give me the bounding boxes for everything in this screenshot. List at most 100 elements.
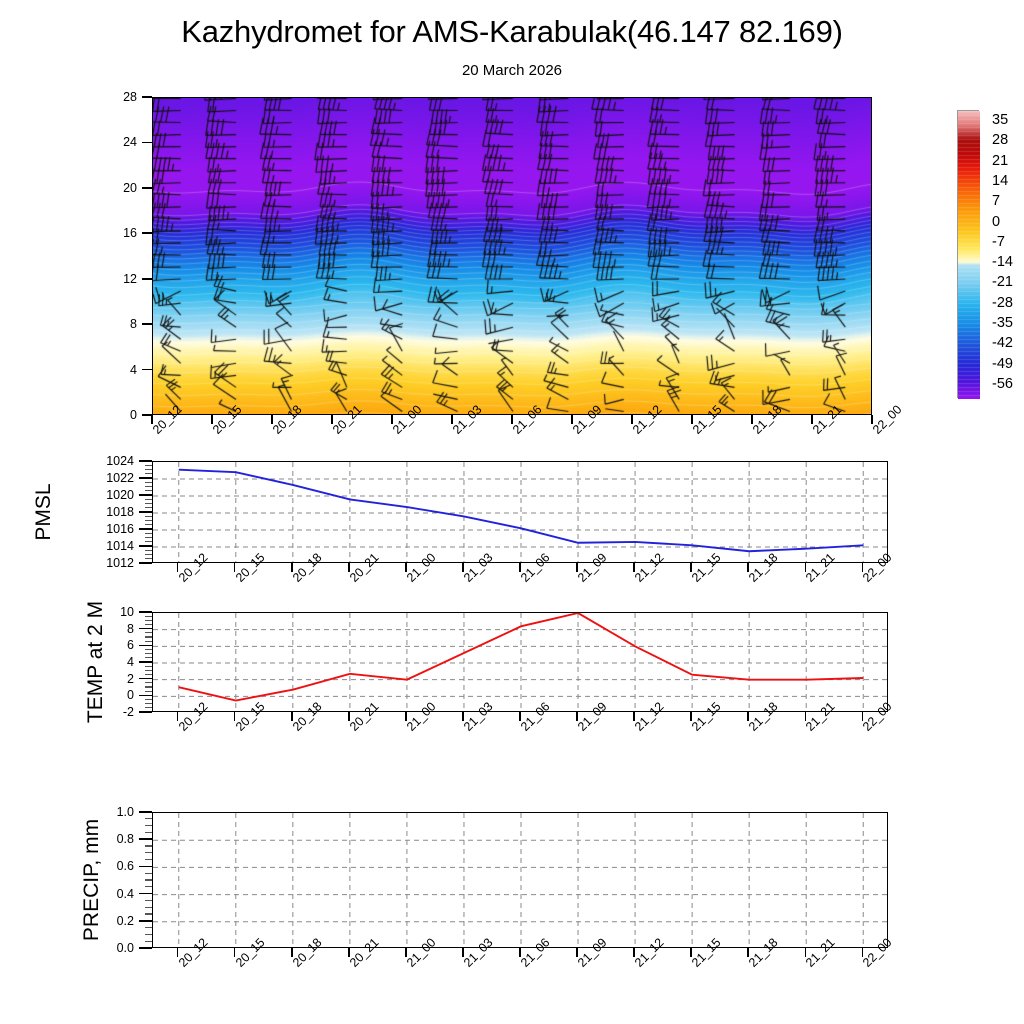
precip-panel — [152, 812, 888, 948]
temp-yminor — [144, 682, 152, 684]
temp-ytick-4 — [139, 661, 152, 663]
colorbar-label-35: 35 — [992, 112, 1009, 128]
temp-ylabel-10: 10 — [120, 605, 134, 619]
temp-gridlines — [153, 613, 887, 711]
pmsl-ylabel-1012: 1012 — [106, 556, 134, 570]
xs-ylabel-20: 20 — [123, 180, 137, 195]
xs-xtick-20_18 — [271, 415, 273, 424]
xs-xtick-20_21 — [331, 415, 333, 424]
temp-axis-title: TEMP at 2 M — [84, 600, 107, 724]
xs-ytick-4 — [142, 368, 152, 371]
temp-yminor — [144, 632, 152, 634]
precip-yminor — [144, 940, 152, 942]
precip-yminor — [144, 845, 152, 847]
pmsl-yminor — [144, 524, 152, 526]
pmsl-panel — [152, 461, 888, 563]
temp-xtick-21_21 — [804, 712, 806, 721]
precip-ylabel-0.4: 0.4 — [116, 886, 134, 901]
pmsl-xtick-20_21 — [348, 563, 350, 572]
precip-xtick-21_18 — [747, 948, 749, 957]
temp-xtick-21_15 — [690, 712, 692, 721]
precip-yminor — [144, 859, 152, 861]
pmsl-svg — [153, 462, 887, 562]
precip-svg — [153, 813, 887, 947]
xs-xtick-21_18 — [751, 415, 753, 424]
xs-ylabel-28: 28 — [123, 90, 137, 104]
precip-xtick-21_00 — [405, 948, 407, 957]
temp-yminor — [144, 648, 152, 651]
colorbar-label--21: -21 — [992, 274, 1013, 291]
temp-xtick-21_18 — [747, 712, 749, 721]
pmsl-yminor — [144, 549, 152, 551]
pmsl-xtick-20_15 — [234, 563, 236, 572]
colorbar — [957, 110, 980, 399]
temp-xtick-21_12 — [633, 712, 635, 721]
xs-ylabel-4: 4 — [130, 362, 137, 377]
colorbar-label--35: -35 — [992, 315, 1013, 332]
xs-xtick-20_15 — [211, 415, 213, 424]
colorbar-label--7: -7 — [992, 233, 1005, 250]
precip-xtick-21_03 — [462, 948, 464, 957]
precip-yminor — [144, 818, 152, 820]
xs-xtick-21_06 — [511, 415, 513, 424]
temp-ytick-8 — [139, 627, 152, 630]
temp-yminor — [144, 673, 152, 676]
temp-ytick--2 — [139, 711, 152, 713]
pmsl-ytick-1016 — [139, 528, 152, 530]
xs-ytick-16 — [142, 232, 152, 235]
pmsl-ylabel-1020: 1020 — [106, 488, 134, 502]
pmsl-xtick-21_12 — [633, 563, 635, 572]
xs-ylabel-24: 24 — [123, 135, 137, 150]
precip-yminor — [144, 831, 152, 833]
precip-ytick-0.2 — [139, 920, 152, 922]
precip-plot-area — [152, 812, 888, 948]
xs-ytick-12 — [142, 277, 152, 280]
pmsl-ylabel-1018: 1018 — [106, 505, 134, 519]
crosssection-y-axis: 0 4 8 12 16 20 24 28 — [100, 90, 152, 422]
precip-yminor — [144, 879, 152, 881]
pmsl-x-axis: 20_12 20_15 20_18 20_21 21_00 21_03 21_06 21_09… — [152, 550, 912, 618]
xs-xtick-21_00 — [391, 415, 393, 424]
temp-yminor — [144, 657, 152, 659]
temp-ytick-10 — [139, 611, 152, 613]
precip-yminor — [144, 852, 152, 854]
pmsl-ytick-1012 — [139, 562, 152, 564]
crosssection-panel — [152, 97, 872, 415]
precip-yminor — [144, 872, 152, 874]
colorbar-gradient — [958, 111, 980, 399]
xs-xtick-21_15 — [691, 415, 693, 424]
colorbar-label-0: 0 — [992, 213, 1001, 230]
page-subtitle: 20 March 2026 — [461, 62, 563, 79]
pmsl-yminor — [144, 541, 152, 543]
xs-ylabel-8: 8 — [130, 317, 137, 332]
temp-yminor — [144, 698, 152, 701]
xs-xtick-21_21 — [811, 415, 813, 424]
colorbar-labels: 35 28 21 14 7 0 -7 -14 -21 -28 -35 -42 -49 -56 — [992, 110, 1024, 398]
colorbar-label--49: -49 — [992, 355, 1013, 372]
precip-xtick-20_12 — [177, 948, 179, 957]
precip-gridlines — [153, 813, 887, 947]
temp-yminor — [144, 686, 152, 688]
crosssection-canvas — [153, 98, 871, 414]
temp-x-axis: 20_12 20_15 20_18 20_21 21_00 21_03 21_06 21_09… — [152, 699, 912, 767]
pmsl-xtick-21_03 — [462, 563, 464, 572]
pmsl-xtick-21_06 — [519, 563, 521, 572]
pmsl-ytick-1018 — [139, 511, 152, 513]
temp-yminor — [144, 640, 152, 642]
colorbar-label-28: 28 — [992, 132, 1009, 149]
precip-ytick-0.6 — [139, 865, 152, 868]
temp-yminor — [144, 690, 152, 692]
pmsl-yminor — [144, 507, 152, 509]
precip-ytick-0.0 — [139, 947, 152, 949]
precip-axis-title: PRECIP, mm — [80, 818, 103, 942]
temp-yminor — [144, 623, 152, 626]
page-title: Kazhydromet for AMS-Karabulak(46.147 82.… — [181, 14, 843, 49]
precip-x-axis: 20_12 20_15 20_18 20_21 21_00 21_03 21_06 21_09… — [152, 935, 912, 1003]
temp-plot-area — [152, 612, 888, 712]
pmsl-xtick-22_00 — [861, 563, 863, 572]
pmsl-ytick-1020 — [139, 494, 152, 496]
temp-yminor — [144, 636, 152, 638]
pmsl-yminor — [144, 481, 152, 483]
pmsl-yminor — [144, 464, 152, 466]
